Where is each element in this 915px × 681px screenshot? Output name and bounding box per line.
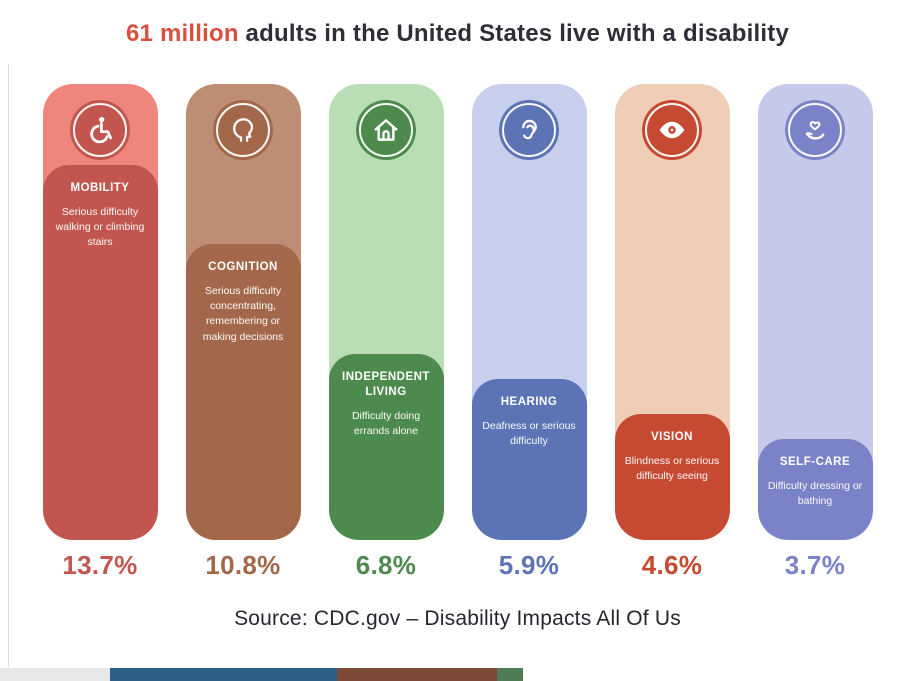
ear-icon — [522, 119, 537, 140]
column-hearing: HEARING Deafness or serious difficulty 5… — [471, 84, 587, 581]
bar-fill: MOBILITY Serious difficulty walking or c… — [42, 165, 158, 540]
bar-cognition: COGNITION Serious difficulty concentrati… — [185, 84, 301, 540]
bottom-strip — [0, 668, 915, 681]
category-description: Serious difficulty concentrating, rememb… — [202, 284, 284, 343]
percent-value: 13.7% — [62, 550, 138, 580]
eye-icon — [659, 121, 685, 139]
bar-fill: COGNITION Serious difficulty concentrati… — [185, 244, 301, 540]
wheelchair-icon — [90, 116, 112, 144]
bar-fill: HEARING Deafness or serious difficulty — [471, 379, 587, 540]
disability-columns: MOBILITY Serious difficulty walking or c… — [0, 84, 915, 581]
percent-value: 5.9% — [498, 550, 560, 580]
icon-badge — [213, 100, 273, 160]
category-label: INDEPENDENT LIVING — [342, 371, 430, 398]
icon-badge — [785, 100, 845, 160]
category-description: Difficulty dressing or bathing — [767, 479, 863, 508]
category-description: Blindness or serious difficulty seeing — [624, 454, 720, 483]
category-label: VISION — [651, 431, 693, 443]
icon-badge — [499, 100, 559, 160]
page-title: 61 million adults in the United States l… — [0, 20, 915, 48]
title-highlight: 61 million — [125, 20, 239, 47]
strip-segment — [337, 668, 497, 681]
column-self-care: SELF-CARE Difficulty dressing or bathing… — [757, 84, 873, 581]
bar-fill: INDEPENDENT LIVING Difficulty doing erra… — [328, 354, 444, 540]
category-description: Difficulty doing errands alone — [351, 409, 421, 438]
column-cognition: COGNITION Serious difficulty concentrati… — [185, 84, 301, 581]
bar-fill: SELF-CARE Difficulty dressing or bathing — [757, 439, 873, 540]
percent-value: 10.8% — [205, 550, 281, 580]
category-label: COGNITION — [208, 261, 278, 273]
percent-value: 4.6% — [641, 550, 703, 580]
category-description: Serious difficulty walking or climbing s… — [55, 205, 145, 249]
icon-badge — [70, 100, 130, 160]
house-icon — [374, 119, 398, 141]
title-rest: adults in the United States live with a … — [238, 20, 789, 47]
column-independent-living: INDEPENDENT LIVING Difficulty doing erra… — [328, 84, 444, 581]
strip-segment — [497, 668, 523, 681]
page-edge-line — [8, 64, 9, 667]
head-profile-icon — [233, 118, 254, 142]
source-line: Source: CDC.gov – Disability Impacts All… — [234, 607, 681, 630]
strip-segment — [0, 668, 110, 681]
strip-segment — [110, 668, 337, 681]
category-label: SELF-CARE — [779, 456, 851, 468]
icon-badge — [642, 100, 702, 160]
percent-value: 6.8% — [355, 550, 417, 580]
bar-hearing: HEARING Deafness or serious difficulty — [471, 84, 587, 540]
bar-mobility: MOBILITY Serious difficulty walking or c… — [42, 84, 158, 540]
category-description: Deafness or serious difficulty — [482, 419, 576, 448]
bar-self-care: SELF-CARE Difficulty dressing or bathing — [757, 84, 873, 540]
column-vision: VISION Blindness or serious difficulty s… — [614, 84, 730, 581]
bar-vision: VISION Blindness or serious difficulty s… — [614, 84, 730, 540]
header: 61 million adults in the United States l… — [0, 0, 915, 58]
category-label: MOBILITY — [70, 182, 130, 194]
column-mobility: MOBILITY Serious difficulty walking or c… — [42, 84, 158, 581]
bar-fill: VISION Blindness or serious difficulty s… — [614, 414, 730, 540]
percent-value: 3.7% — [784, 550, 846, 580]
icon-badge — [356, 100, 416, 160]
bar-independent-living: INDEPENDENT LIVING Difficulty doing erra… — [328, 84, 444, 540]
hand-heart-icon — [805, 121, 825, 140]
category-label: HEARING — [500, 396, 558, 408]
